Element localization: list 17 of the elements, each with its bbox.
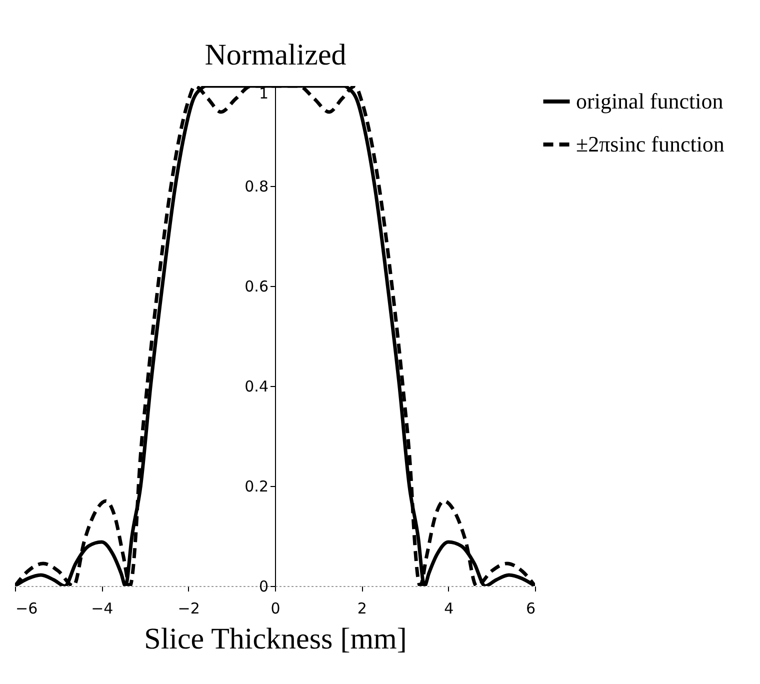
y-tick-label: 0.6 <box>244 278 268 296</box>
y-tick-label: 0.4 <box>244 378 268 396</box>
x-tick-label: −6 <box>16 600 38 618</box>
x-tick-label: −4 <box>91 600 114 618</box>
x-tick-label: 6 <box>526 600 536 618</box>
x-tick-label: −2 <box>178 600 200 618</box>
y-tick-label: 0.8 <box>244 178 268 196</box>
y-tick-label: 0.2 <box>244 478 268 496</box>
x-tick-label: 4 <box>444 600 454 618</box>
legend-label: ±2πsinc function <box>576 132 724 156</box>
y-tick-label: 0 <box>258 578 268 596</box>
y-axis-title: Normalized <box>204 38 346 72</box>
x-tick-label: 0 <box>270 600 280 618</box>
legend-label: original function <box>576 88 724 114</box>
x-tick-label: 2 <box>357 600 367 618</box>
x-axis-title: Slice Thickness [mm] <box>144 622 407 656</box>
y-tick-label: 1 <box>258 84 268 102</box>
